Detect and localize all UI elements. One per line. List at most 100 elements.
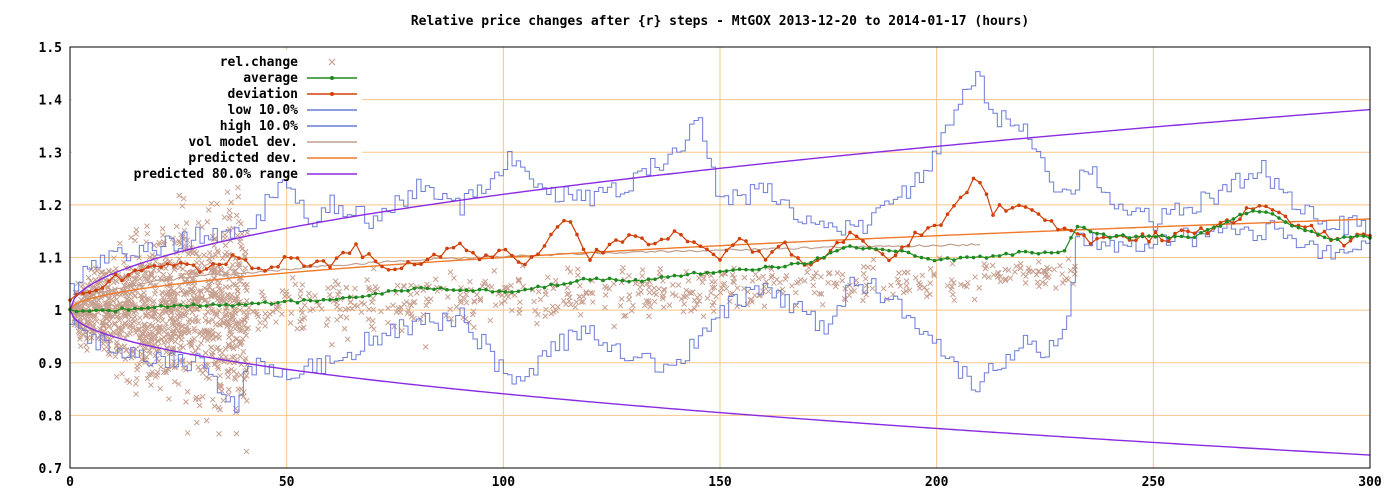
rel-change-point xyxy=(729,290,736,297)
rel-change-point xyxy=(236,218,242,225)
rel-change-point xyxy=(113,296,120,303)
rel-change-point xyxy=(1035,268,1042,275)
rel-change-point xyxy=(159,225,166,232)
rel-change-point xyxy=(190,290,197,296)
rel-change-point xyxy=(223,311,230,318)
rel-change-point xyxy=(170,329,177,336)
rel-change-point xyxy=(990,271,997,278)
high-10-line xyxy=(70,71,1371,295)
rel-change-point xyxy=(131,276,138,283)
rel-change-point xyxy=(183,399,189,405)
rel-change-point xyxy=(195,318,202,325)
rel-change-point xyxy=(243,297,250,304)
rel-change-point xyxy=(577,311,584,318)
rel-change-point xyxy=(204,337,211,344)
rel-change-point xyxy=(352,285,358,292)
rel-change-point xyxy=(133,391,139,397)
rel-change-point xyxy=(193,419,200,426)
rel-change-point xyxy=(211,403,218,410)
rel-change-point xyxy=(182,367,189,373)
rel-change-point xyxy=(176,238,182,244)
rel-change-point xyxy=(168,337,175,344)
rel-change-point xyxy=(723,285,730,292)
rel-change-point xyxy=(229,262,236,268)
legend-label: low 10.0% xyxy=(228,103,299,118)
rel-change-point xyxy=(288,310,295,317)
rel-change-point xyxy=(218,267,225,274)
rel-change-point xyxy=(1005,267,1012,274)
rel-change-point xyxy=(118,292,124,298)
rel-change-point xyxy=(1002,277,1009,284)
rel-change-point xyxy=(243,397,250,404)
rel-change-point xyxy=(106,268,113,275)
low-10-line xyxy=(70,220,1371,413)
rel-change-point xyxy=(564,291,571,298)
rel-change-point xyxy=(896,270,902,277)
rel-change-point xyxy=(897,283,904,289)
deviation-line xyxy=(69,177,1371,301)
rel-change-point xyxy=(447,306,454,313)
rel-change-point xyxy=(112,320,118,326)
rel-change-point xyxy=(226,284,233,290)
rel-change-point xyxy=(646,284,652,291)
rel-change-point xyxy=(214,248,221,254)
rel-change-point xyxy=(385,319,391,326)
rel-change-point xyxy=(85,304,92,311)
y-tick-label: 1.4 xyxy=(39,94,63,109)
rel-change-point xyxy=(515,276,522,283)
rel-change-point xyxy=(957,281,964,288)
rel-change-point xyxy=(688,307,694,314)
rel-change-point xyxy=(163,309,169,316)
rel-change-point xyxy=(156,239,163,246)
rel-change-point xyxy=(951,297,958,304)
rel-change-point xyxy=(189,309,196,316)
rel-change-point xyxy=(228,199,235,206)
rel-change-point xyxy=(316,302,322,309)
rel-change-point xyxy=(262,310,269,317)
rel-change-point xyxy=(165,325,172,332)
rel-change-point xyxy=(226,215,233,222)
rel-change-point xyxy=(696,275,702,281)
rel-change-point xyxy=(1046,266,1053,272)
rel-change-point xyxy=(233,320,239,327)
rel-change-point xyxy=(261,295,268,302)
rel-change-point xyxy=(602,304,608,311)
rel-change-point xyxy=(919,272,926,279)
rel-change-point xyxy=(443,312,449,319)
rel-change-point xyxy=(804,269,811,276)
rel-change-point xyxy=(1022,280,1029,286)
rel-change-point xyxy=(141,321,148,328)
rel-change-point xyxy=(175,381,182,387)
rel-change-point xyxy=(895,279,902,286)
rel-change-point xyxy=(216,279,223,286)
rel-change-point xyxy=(325,316,331,323)
rel-change-point xyxy=(135,320,142,327)
rel-change-point xyxy=(328,341,335,348)
x-tick-label: 300 xyxy=(1358,475,1382,490)
rel-change-point xyxy=(112,353,119,360)
rel-change-point xyxy=(622,312,629,319)
rel-change-point xyxy=(184,269,191,276)
rel-change-point xyxy=(205,207,212,213)
rel-change-point xyxy=(237,327,243,334)
rel-change-point xyxy=(156,268,162,274)
rel-change-point xyxy=(981,261,988,267)
rel-change-point xyxy=(137,292,144,299)
rel-change-point xyxy=(717,289,724,296)
rel-change-point xyxy=(114,313,120,320)
rel-change-point xyxy=(1059,271,1066,277)
rel-change-point xyxy=(761,283,768,290)
rel-change-point xyxy=(921,284,928,291)
rel-change-point xyxy=(279,311,285,317)
rel-change-point xyxy=(711,299,717,306)
rel-change-point xyxy=(113,373,120,380)
rel-change-point xyxy=(212,252,219,258)
rel-change-point xyxy=(242,265,249,271)
rel-change-point xyxy=(148,382,154,388)
rel-change-point xyxy=(145,296,152,302)
rel-change-point xyxy=(1065,256,1072,262)
rel-change-point xyxy=(155,317,162,324)
rel-change-point xyxy=(550,285,557,292)
rel-change-point xyxy=(621,313,627,319)
